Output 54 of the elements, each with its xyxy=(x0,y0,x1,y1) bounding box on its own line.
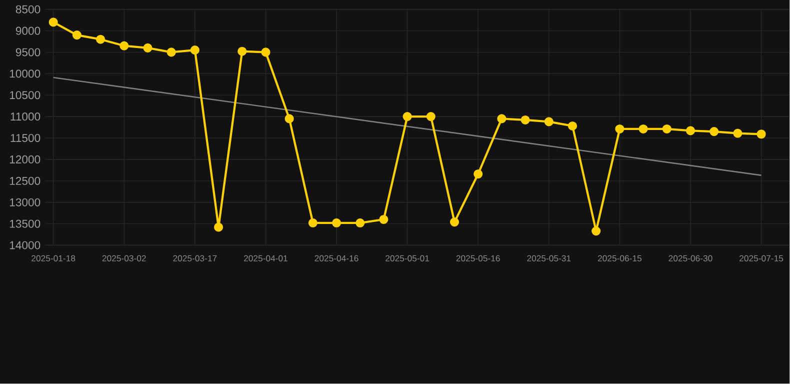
point xyxy=(308,218,318,228)
y-tick-label: 12000 xyxy=(10,156,40,164)
y-tick-label: 13000 xyxy=(10,198,40,206)
point xyxy=(120,41,129,50)
x-tick-label: 2025-07-15 xyxy=(740,255,784,262)
y-tick-label: 11500 xyxy=(10,134,40,142)
point xyxy=(284,114,294,124)
point xyxy=(568,122,578,131)
point xyxy=(544,117,554,126)
point xyxy=(238,46,247,56)
point xyxy=(592,226,601,236)
point xyxy=(214,222,224,232)
x-tick-label: 2025-06-15 xyxy=(598,255,642,262)
x-tick-label: 2025-06-30 xyxy=(668,255,712,262)
x-tick-label: 2025-03-17 xyxy=(173,255,217,262)
point xyxy=(426,112,436,122)
point xyxy=(356,218,365,228)
y-tick-label: 13500 xyxy=(10,220,40,228)
x-tick-label: 2025-01-18 xyxy=(32,255,76,262)
point xyxy=(72,30,82,40)
point xyxy=(402,112,412,122)
x-tick-label: 2025-04-01 xyxy=(244,255,288,262)
point xyxy=(756,130,766,139)
point xyxy=(497,114,506,124)
point xyxy=(474,170,483,179)
point xyxy=(710,127,719,136)
x-tick-label: 2025-03-02 xyxy=(102,255,146,262)
x-tick-label: 2025-04-16 xyxy=(314,255,358,262)
point xyxy=(48,18,58,27)
point xyxy=(261,48,270,57)
y-tick-label: 14000 xyxy=(10,241,40,250)
y-tick-label: 8500 xyxy=(16,5,40,14)
y-tick-label: 10500 xyxy=(10,91,40,100)
point xyxy=(733,128,742,138)
y-tick-label: 9500 xyxy=(16,48,40,56)
point xyxy=(379,215,388,224)
point xyxy=(615,124,624,134)
point xyxy=(332,218,342,228)
point xyxy=(143,43,152,53)
y-tick-label: 9000 xyxy=(16,26,40,35)
point xyxy=(686,126,696,136)
point xyxy=(662,124,672,134)
y-tick-label: 10000 xyxy=(10,70,40,78)
point xyxy=(638,124,648,134)
y-tick-label: 12500 xyxy=(10,176,40,185)
x-tick-label: 2025-05-31 xyxy=(527,255,571,262)
point xyxy=(520,116,530,125)
x-tick-label: 2025-05-16 xyxy=(456,255,500,262)
point xyxy=(96,34,106,44)
y-tick-label: 11000 xyxy=(10,112,40,121)
point xyxy=(450,218,460,227)
point xyxy=(190,46,200,55)
point xyxy=(166,48,176,57)
x-tick-label: 2025-05-01 xyxy=(386,255,430,262)
